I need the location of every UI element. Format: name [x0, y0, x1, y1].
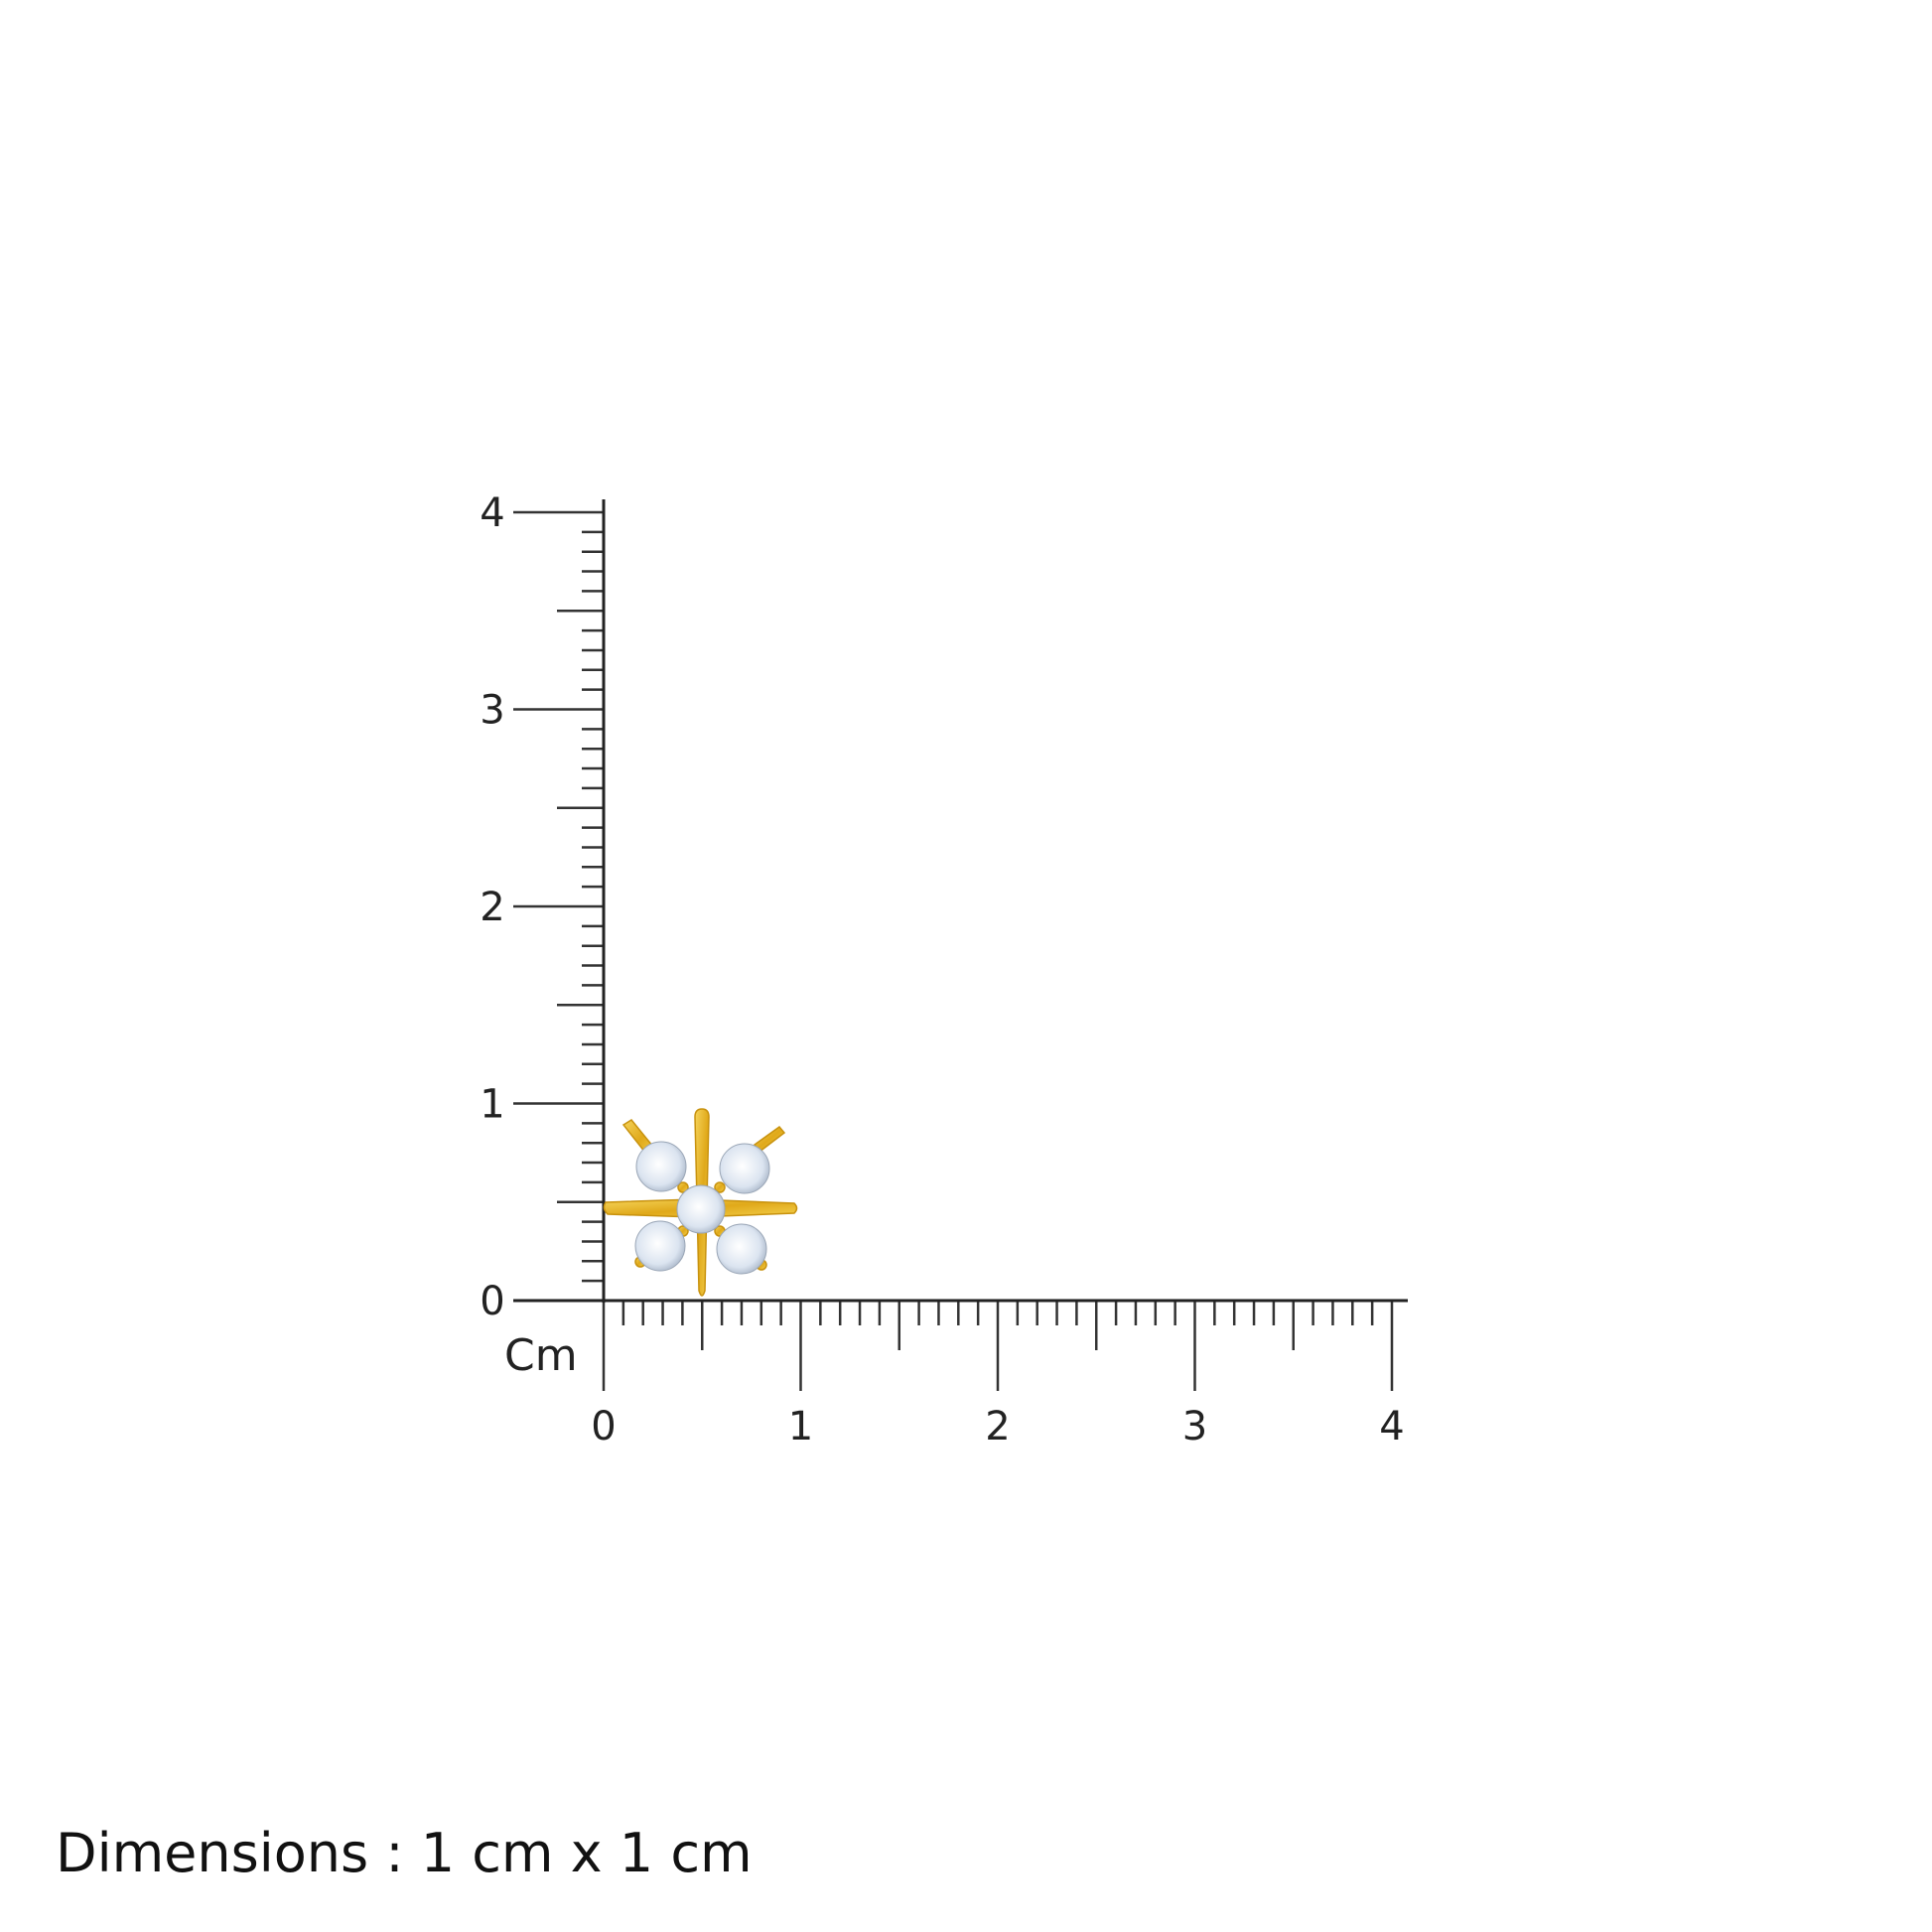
unit-label: Cm: [504, 1330, 578, 1381]
x-tick-label: 3: [1182, 1404, 1207, 1449]
dimensions-caption: Dimensions : 1 cm x 1 cm: [56, 1822, 753, 1884]
y-tick-label: 2: [480, 885, 504, 930]
y-tick-label: 0: [480, 1279, 504, 1324]
x-tick-label: 0: [591, 1404, 616, 1449]
x-tick-label: 4: [1379, 1404, 1404, 1449]
x-tick-label: 2: [985, 1404, 1010, 1449]
earring-image: [603, 1108, 798, 1297]
y-tick-label: 1: [480, 1082, 504, 1128]
ruler-ticks: [513, 510, 1394, 1391]
y-tick-label: 3: [480, 688, 504, 734]
x-tick-label: 1: [788, 1404, 813, 1449]
y-tick-label: 4: [480, 490, 504, 536]
